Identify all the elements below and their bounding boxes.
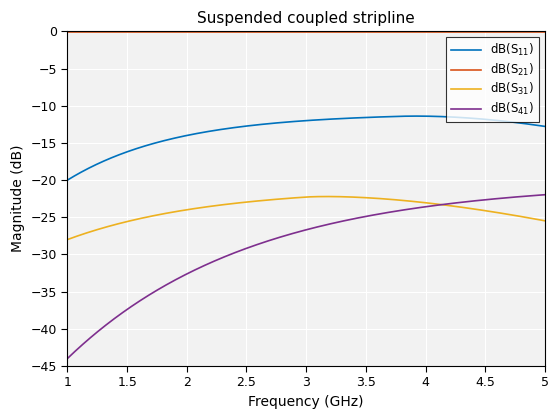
dB(S$_{41}$) <box>64 356 71 361</box>
dB(S$_{31}$) <box>291 195 297 200</box>
dB(S$_{21}$) <box>64 29 71 34</box>
Line: dB(S$_{41}$): dB(S$_{41}$) <box>67 195 545 359</box>
dB(S$_{21}$) <box>294 29 301 34</box>
dB(S$_{41}$) <box>291 231 297 236</box>
dB(S$_{41}$) <box>294 230 301 235</box>
dB(S$_{11}$) <box>294 119 301 124</box>
dB(S$_{11}$) <box>412 113 419 118</box>
dB(S$_{11}$) <box>348 116 355 121</box>
dB(S$_{11}$) <box>64 178 71 183</box>
dB(S$_{41}$) <box>323 223 329 228</box>
dB(S$_{21}$) <box>291 29 297 34</box>
dB(S$_{11}$) <box>531 122 538 127</box>
Y-axis label: Magnitude (dB): Magnitude (dB) <box>11 145 25 252</box>
dB(S$_{31}$) <box>294 195 301 200</box>
dB(S$_{31}$) <box>531 216 538 221</box>
Legend: dB(S$_{11}$), dB(S$_{21}$), dB(S$_{31}$), dB(S$_{41}$): dB(S$_{11}$), dB(S$_{21}$), dB(S$_{31}$)… <box>446 37 539 122</box>
dB(S$_{21}$) <box>348 29 355 34</box>
dB(S$_{21}$) <box>323 29 329 34</box>
dB(S$_{11}$) <box>291 119 297 124</box>
dB(S$_{31}$) <box>349 194 356 200</box>
Line: dB(S$_{11}$): dB(S$_{11}$) <box>67 116 545 180</box>
dB(S$_{31}$) <box>456 205 463 210</box>
dB(S$_{21}$) <box>542 29 548 34</box>
Line: dB(S$_{31}$): dB(S$_{31}$) <box>67 197 545 239</box>
dB(S$_{11}$) <box>323 117 329 122</box>
dB(S$_{41}$) <box>542 192 548 197</box>
dB(S$_{21}$) <box>530 29 537 34</box>
dB(S$_{41}$) <box>348 217 355 222</box>
dB(S$_{21}$) <box>455 29 462 34</box>
dB(S$_{31}$) <box>64 237 71 242</box>
dB(S$_{31}$) <box>323 194 329 199</box>
dB(S$_{41}$) <box>530 193 537 198</box>
Title: Suspended coupled stripline: Suspended coupled stripline <box>197 11 415 26</box>
dB(S$_{31}$) <box>542 218 548 223</box>
dB(S$_{31}$) <box>323 194 330 199</box>
X-axis label: Frequency (GHz): Frequency (GHz) <box>249 395 364 409</box>
dB(S$_{41}$) <box>455 200 462 205</box>
dB(S$_{11}$) <box>456 115 463 120</box>
dB(S$_{11}$) <box>542 124 548 129</box>
